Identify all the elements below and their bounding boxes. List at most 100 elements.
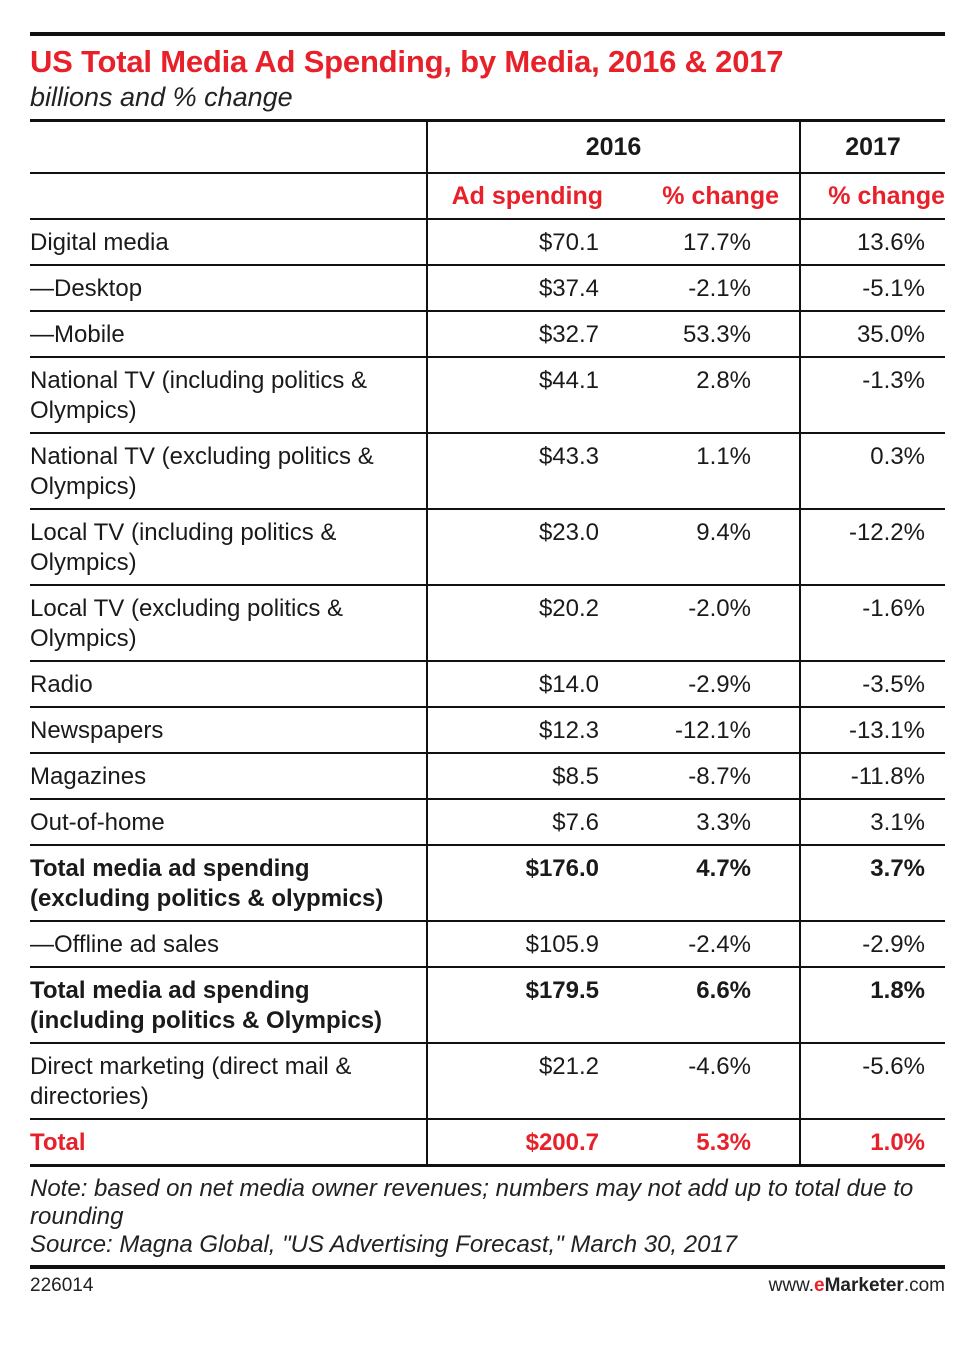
bottom-rule — [30, 1265, 945, 1269]
table-row: —Mobile $32.7 53.3% 35.0% — [30, 311, 945, 358]
cell-pct-change-2017: 0.3% — [799, 433, 945, 510]
cell-pct-change-2016: 6.6% — [629, 967, 800, 1044]
site-prefix: www. — [768, 1275, 815, 1296]
row-label: Total media ad spending (including polit… — [30, 967, 427, 1044]
cell-pct-change-2016: -2.1% — [629, 265, 800, 312]
cell-ad-spending-2016: $32.7 — [426, 311, 629, 358]
cell-pct-change-2016: 4.7% — [629, 845, 800, 922]
row-label: Radio — [30, 661, 427, 708]
table-row: Newspapers $12.3 -12.1% -13.1% — [30, 707, 945, 754]
year-header-2017: 2017 — [799, 119, 945, 174]
note-text: Note: based on net media owner revenues;… — [30, 1175, 914, 1230]
row-label: —Desktop — [30, 265, 427, 312]
row-label: Direct marketing (direct mail & director… — [30, 1043, 427, 1120]
table-row: National TV (including politics & Olympi… — [30, 357, 945, 434]
cell-pct-change-2016: -4.6% — [629, 1043, 800, 1120]
cell-pct-change-2017: -11.8% — [799, 753, 945, 800]
cell-pct-change-2017: -5.1% — [799, 265, 945, 312]
cell-ad-spending-2016: $7.6 — [426, 799, 629, 846]
cell-pct-change-2017: -2.9% — [799, 921, 945, 968]
row-label: —Mobile — [30, 311, 427, 358]
site-brand-rest: Marketer — [824, 1275, 904, 1296]
header-blank — [30, 119, 427, 174]
source-text: Source: Magna Global, "US Advertising Fo… — [30, 1231, 738, 1258]
cell-pct-change-2017: -3.5% — [799, 661, 945, 708]
site-suffix: .com — [903, 1275, 945, 1296]
cell-ad-spending-2016: $70.1 — [426, 219, 629, 266]
cell-pct-change-2016: 9.4% — [629, 509, 800, 586]
cell-pct-change-2016: 3.3% — [629, 799, 800, 846]
cell-pct-change-2017: -13.1% — [799, 707, 945, 754]
row-label: Local TV (excluding politics & Olympics) — [30, 585, 427, 662]
cell-pct-change-2017: -12.2% — [799, 509, 945, 586]
cell-pct-change-2017: 35.0% — [799, 311, 945, 358]
cell-pct-change-2017: -1.3% — [799, 357, 945, 434]
row-label: National TV (including politics & Olympi… — [30, 357, 427, 434]
row-label: Out-of-home — [30, 799, 427, 846]
col-header-pct-change-2016: % change — [629, 173, 800, 220]
footer: 226014 www.eMarketer.com — [30, 1275, 945, 1297]
table-row: Local TV (excluding politics & Olympics)… — [30, 585, 945, 662]
site-brand: www.eMarketer.com — [769, 1275, 945, 1297]
top-rule — [30, 32, 945, 36]
chart-container: US Total Media Ad Spending, by Media, 20… — [30, 32, 945, 1297]
chart-id: 226014 — [30, 1275, 94, 1296]
site-brand-e: e — [814, 1275, 825, 1296]
year-header-2016: 2016 — [426, 119, 800, 174]
table-row: National TV (excluding politics & Olympi… — [30, 433, 945, 510]
cell-pct-change-2017: 1.8% — [799, 967, 945, 1044]
chart-subtitle: billions and % change — [30, 82, 293, 112]
cell-pct-change-2016: 53.3% — [629, 311, 800, 358]
row-label: Local TV (including politics & Olympics) — [30, 509, 427, 586]
table-row: Total $200.7 5.3% 1.0% — [30, 1119, 945, 1167]
cell-ad-spending-2016: $44.1 — [426, 357, 629, 434]
cell-pct-change-2017: -5.6% — [799, 1043, 945, 1120]
chart-title: US Total Media Ad Spending, by Media, 20… — [30, 44, 784, 79]
data-table: 2016 2017 Ad spending % change % change … — [30, 119, 945, 1167]
table-row: Local TV (including politics & Olympics)… — [30, 509, 945, 586]
cell-pct-change-2017: 13.6% — [799, 219, 945, 266]
table-row: —Desktop $37.4 -2.1% -5.1% — [30, 265, 945, 312]
cell-pct-change-2016: -12.1% — [629, 707, 800, 754]
table-row: Total media ad spending (including polit… — [30, 967, 945, 1044]
row-label: National TV (excluding politics & Olympi… — [30, 433, 427, 510]
row-label: Digital media — [30, 219, 427, 266]
cell-pct-change-2016: -2.9% — [629, 661, 800, 708]
cell-pct-change-2017: -1.6% — [799, 585, 945, 662]
cell-pct-change-2017: 3.7% — [799, 845, 945, 922]
row-label: Newspapers — [30, 707, 427, 754]
chart-note: Note: based on net media owner revenues;… — [30, 1175, 945, 1259]
row-label: Magazines — [30, 753, 427, 800]
cell-pct-change-2016: 17.7% — [629, 219, 800, 266]
table-row: Out-of-home $7.6 3.3% 3.1% — [30, 799, 945, 846]
cell-pct-change-2017: 1.0% — [799, 1119, 945, 1167]
table-body: Digital media $70.1 17.7% 13.6% —Desktop $37.… — [30, 219, 945, 1167]
cell-ad-spending-2016: $37.4 — [426, 265, 629, 312]
table-row: Digital media $70.1 17.7% 13.6% — [30, 219, 945, 266]
cell-ad-spending-2016: $176.0 — [426, 845, 629, 922]
table-row: Radio $14.0 -2.9% -3.5% — [30, 661, 945, 708]
cell-pct-change-2016: 5.3% — [629, 1119, 800, 1167]
cell-ad-spending-2016: $105.9 — [426, 921, 629, 968]
cell-ad-spending-2016: $179.5 — [426, 967, 629, 1044]
row-label: Total — [30, 1119, 427, 1167]
cell-ad-spending-2016: $12.3 — [426, 707, 629, 754]
row-label: —Offline ad sales — [30, 921, 427, 968]
cell-pct-change-2016: -2.0% — [629, 585, 800, 662]
cell-pct-change-2016: -2.4% — [629, 921, 800, 968]
cell-ad-spending-2016: $21.2 — [426, 1043, 629, 1120]
table-row: —Offline ad sales $105.9 -2.4% -2.9% — [30, 921, 945, 968]
cell-pct-change-2016: 2.8% — [629, 357, 800, 434]
table-row: Magazines $8.5 -8.7% -11.8% — [30, 753, 945, 800]
cell-pct-change-2016: 1.1% — [629, 433, 800, 510]
subheader-blank — [30, 173, 427, 220]
cell-ad-spending-2016: $200.7 — [426, 1119, 629, 1167]
row-label: Total media ad spending (excluding polit… — [30, 845, 427, 922]
table-row: Total media ad spending (excluding polit… — [30, 845, 945, 922]
cell-pct-change-2016: -8.7% — [629, 753, 800, 800]
col-header-ad-spending: Ad spending — [426, 173, 629, 220]
table-row: Direct marketing (direct mail & director… — [30, 1043, 945, 1120]
cell-pct-change-2017: 3.1% — [799, 799, 945, 846]
cell-ad-spending-2016: $8.5 — [426, 753, 629, 800]
cell-ad-spending-2016: $43.3 — [426, 433, 629, 510]
